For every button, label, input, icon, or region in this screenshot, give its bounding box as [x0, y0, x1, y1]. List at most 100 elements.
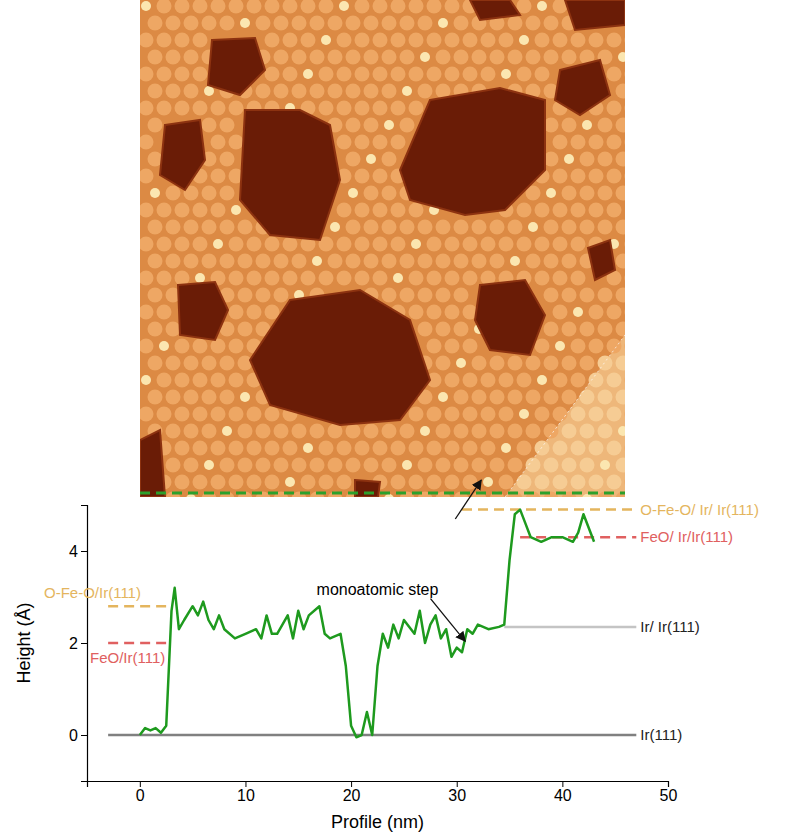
stm-island [625, 441, 626, 456]
stm-island [373, 203, 388, 218]
stm-island [211, 373, 226, 388]
stm-island [526, 16, 541, 31]
stm-island [355, 33, 370, 48]
image-pointer-arrow [455, 480, 481, 519]
stm-island [562, 186, 577, 201]
stm-island [472, 356, 487, 371]
stm-island [382, 16, 397, 31]
stm-island [301, 0, 316, 14]
stm-island [231, 205, 241, 215]
stm-island [303, 69, 313, 79]
stm-island [580, 322, 595, 337]
stm-island [445, 67, 460, 82]
stm-island [571, 237, 586, 252]
stm-island [580, 390, 595, 405]
stm-island [427, 339, 442, 354]
stm-island [501, 69, 511, 79]
stm-island [589, 407, 604, 422]
stm-island [517, 67, 532, 82]
stm-island [571, 441, 586, 456]
stm-island [544, 50, 559, 65]
stm-island [373, 101, 388, 116]
stm-island [175, 203, 190, 218]
stm-island [265, 305, 280, 320]
stm-island [274, 288, 289, 303]
stm-island [211, 441, 226, 456]
stm-island [607, 203, 622, 218]
stm-island [544, 220, 559, 235]
stm-island [211, 203, 226, 218]
stm-island [220, 458, 235, 473]
stm-island [490, 458, 505, 473]
stm-image [140, 0, 625, 497]
stm-hole [208, 38, 265, 95]
stm-island [393, 273, 403, 283]
stm-island [463, 237, 478, 252]
stm-island [193, 237, 208, 252]
stm-island [625, 339, 626, 354]
stm-island [274, 254, 289, 269]
stm-hole [178, 282, 228, 340]
stm-island [193, 475, 208, 490]
stm-island [382, 152, 397, 167]
stm-island [553, 407, 568, 422]
stm-island [265, 237, 280, 252]
stm-island [598, 390, 613, 405]
tick: 30 [448, 781, 466, 804]
stm-island [140, 101, 154, 116]
stm-island [337, 101, 352, 116]
stm-island [499, 373, 514, 388]
stm-island [310, 424, 325, 439]
stm-island [364, 186, 379, 201]
stm-island [346, 152, 361, 167]
stm-island [330, 222, 340, 232]
stm-island [140, 237, 154, 252]
stm-island [436, 254, 451, 269]
tick: 20 [343, 781, 361, 804]
stm-island [140, 407, 154, 422]
stm-island [508, 50, 523, 65]
stm-island [526, 254, 541, 269]
stm-island [571, 169, 586, 184]
stm-island [616, 118, 626, 133]
stm-island [445, 237, 460, 252]
stm-island [589, 373, 604, 388]
stm-island [607, 407, 622, 422]
stm-island [445, 33, 460, 48]
stm-island [427, 407, 442, 422]
stm-island [346, 84, 361, 99]
stm-island [292, 16, 307, 31]
stm-island [140, 271, 154, 286]
stm-island [598, 424, 613, 439]
stm-island [355, 203, 370, 218]
stm-island [202, 424, 217, 439]
stm-island [157, 101, 172, 116]
stm-island [355, 0, 370, 14]
stm-island [301, 33, 316, 48]
stm-island [391, 475, 406, 490]
stm-island [265, 441, 280, 456]
stm-island [204, 86, 214, 96]
stm-island [454, 254, 469, 269]
stm-island [301, 475, 316, 490]
stm-island [625, 305, 626, 320]
stm-island [598, 152, 613, 167]
stm-island [562, 220, 577, 235]
stm-island [499, 407, 514, 422]
stm-island [184, 16, 199, 31]
stm-island [157, 373, 172, 388]
stm-island [373, 67, 388, 82]
stm-island [211, 339, 226, 354]
stm-island [310, 16, 325, 31]
stm-island [229, 101, 244, 116]
stm-island [490, 424, 505, 439]
stm-island [337, 441, 352, 456]
reference-label: O-Fe-O/ Ir/ Ir(111) [640, 501, 759, 518]
stm-island [141, 375, 151, 385]
stm-hole [250, 290, 430, 425]
stm-island [220, 356, 235, 371]
axis-line [81, 506, 88, 782]
stm-island [157, 271, 172, 286]
stm-island [184, 50, 199, 65]
stm-island [463, 407, 478, 422]
